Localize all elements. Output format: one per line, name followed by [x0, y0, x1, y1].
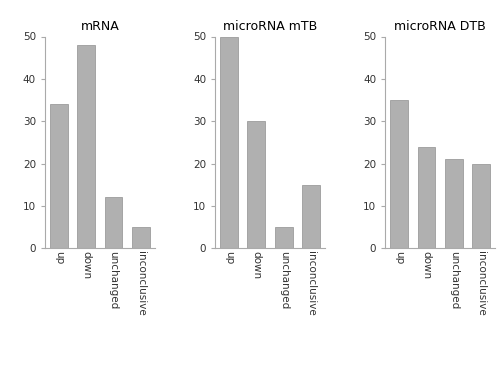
Bar [78, 45, 95, 248]
Bar [104, 197, 122, 248]
Bar [418, 147, 436, 248]
Bar [248, 121, 265, 248]
Bar [132, 227, 150, 248]
Bar [390, 100, 408, 248]
Bar [445, 159, 462, 248]
Title: microRNA DTB: microRNA DTB [394, 20, 486, 32]
Title: microRNA mTB: microRNA mTB [223, 20, 317, 32]
Bar [220, 36, 238, 248]
Bar [50, 104, 68, 248]
Bar [302, 185, 320, 248]
Bar [275, 227, 292, 248]
Title: mRNA: mRNA [80, 20, 120, 32]
Bar [472, 164, 490, 248]
